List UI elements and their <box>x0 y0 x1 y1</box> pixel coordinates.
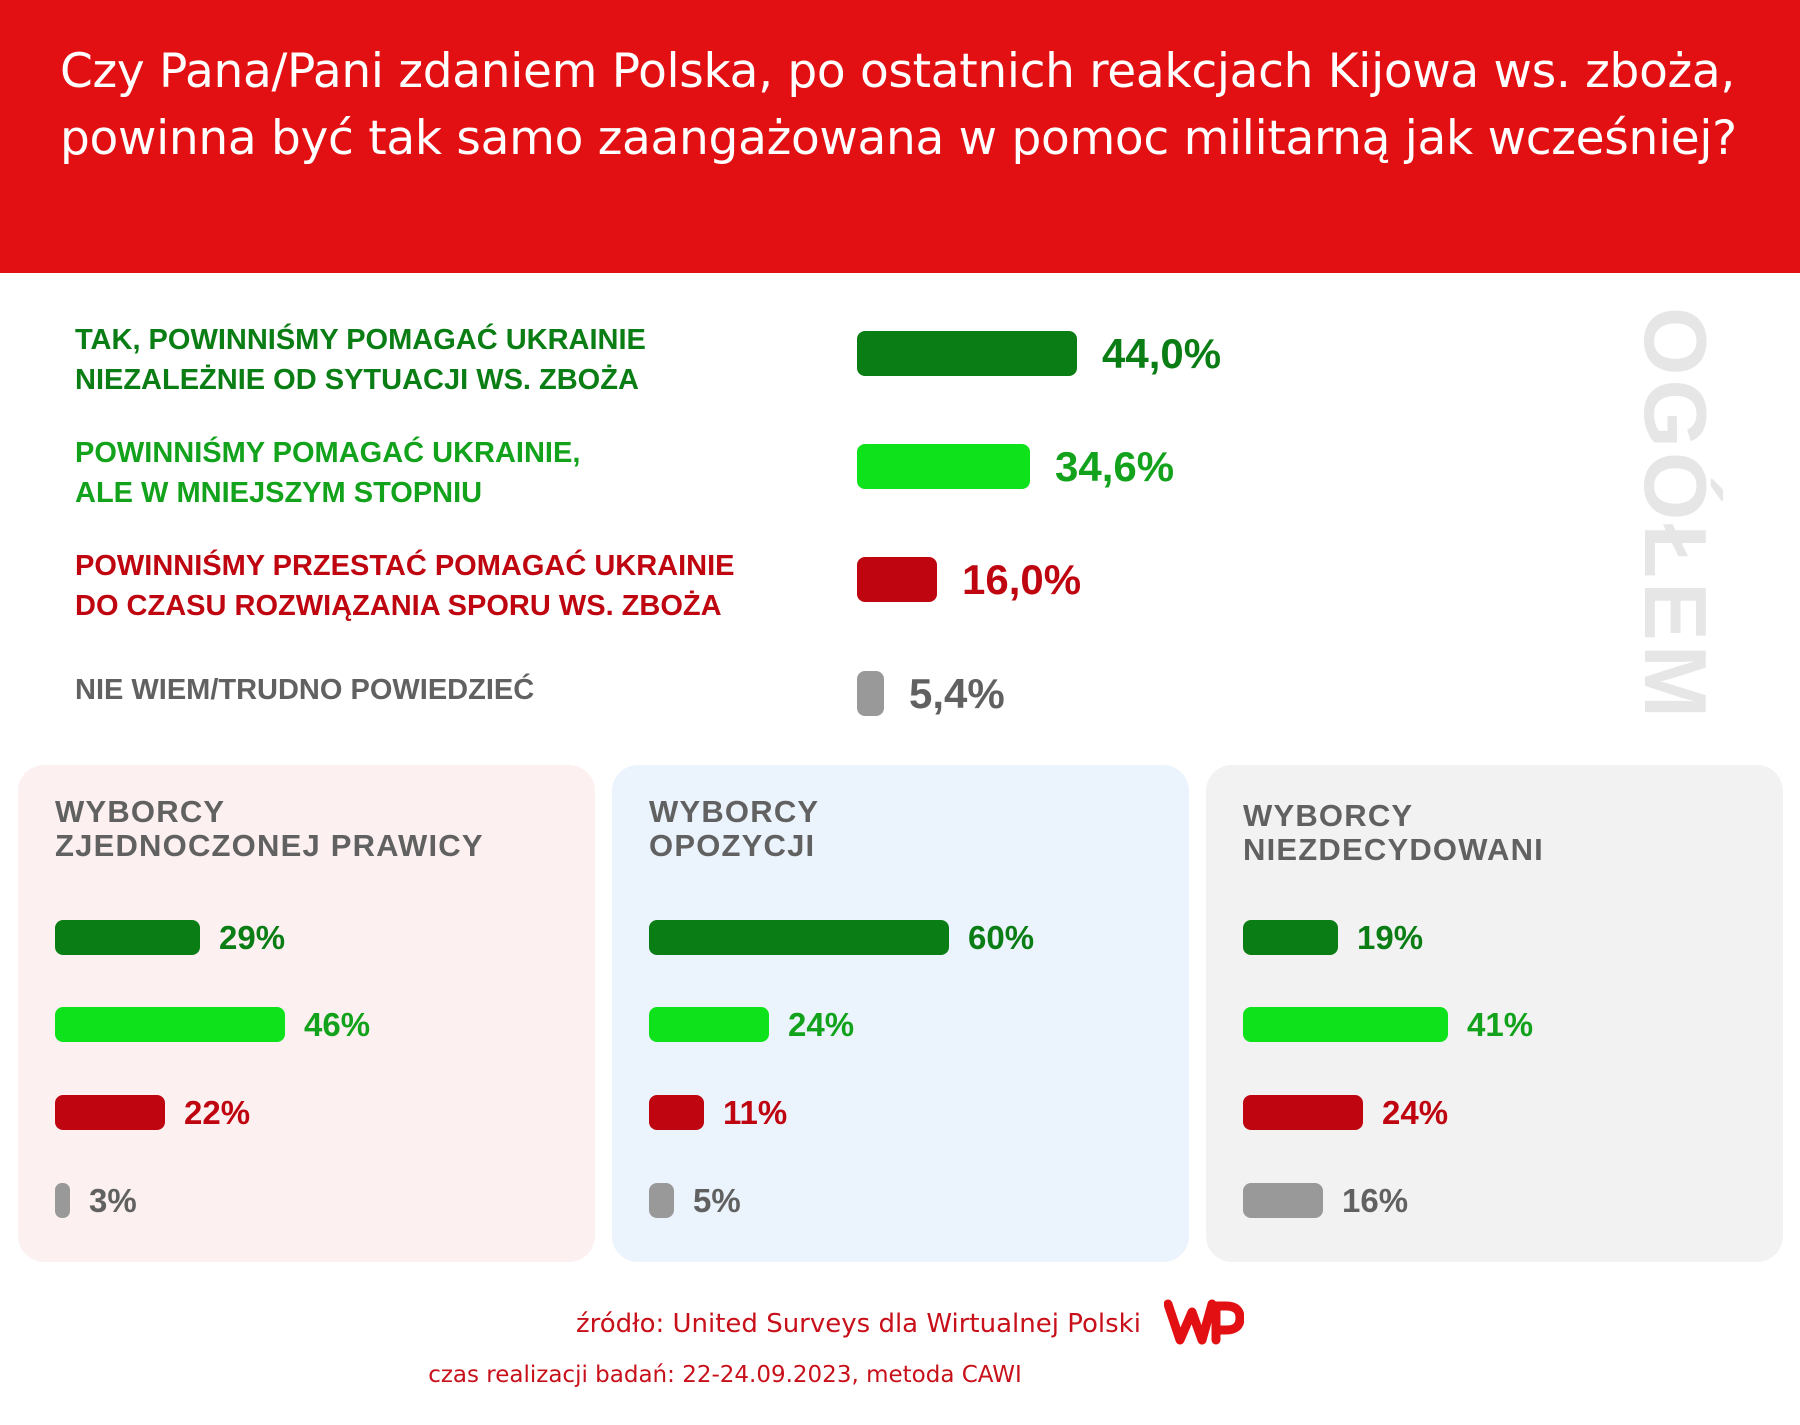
main-label-yes-line1: TAK, POWINNIŚMY POMAGAĆ UKRAINIE <box>75 324 646 356</box>
page-title: Czy Pana/Pani zdaniem Polska, po ostatni… <box>60 44 1737 166</box>
panel-value: 3% <box>89 1182 137 1219</box>
date-text: czas realizacji badań: 22-24.09.2023, me… <box>428 1362 1022 1388</box>
panel-bar <box>55 1095 165 1130</box>
main-value-stop: 16,0% <box>962 556 1082 603</box>
main-label-stop-line1: POWINNIŚMY PRZESTAĆ POMAGAĆ UKRAINIE <box>75 550 735 582</box>
main-row-less: POWINNIŚMY POMAGAĆ UKRAINIE, ALE W MNIEJ… <box>0 433 1800 533</box>
main-label-dontknow-line1: NIE WIEM/TRUDNO POWIEDZIEĆ <box>75 674 535 706</box>
panel-title: WYBORCY NIEZDECYDOWANI <box>1243 799 1763 867</box>
source-text: źródło: United Surveys dla Wirtualnej Po… <box>576 1309 1141 1339</box>
panel-value: 22% <box>184 1094 251 1131</box>
panel-value: 11% <box>723 1094 788 1131</box>
main-label-less: POWINNIŚMY POMAGAĆ UKRAINIE, ALE W MNIEJ… <box>75 433 815 513</box>
panel-bar <box>55 1183 70 1218</box>
panel-title: WYBORCY ZJEDNOCZONEJ PRAWICY <box>55 795 575 863</box>
panel-value: 24% <box>1382 1094 1449 1131</box>
panel-value: 46% <box>304 1006 371 1043</box>
panel-value: 19% <box>1357 919 1424 956</box>
main-value-dontknow: 5,4% <box>909 670 1005 717</box>
panel-bar <box>1243 920 1338 955</box>
main-label-less-line2: ALE W MNIEJSZYM STOPNIU <box>75 477 483 509</box>
panel-title-line1: WYBORCY <box>649 794 820 829</box>
panel-zjednoczona-prawica: WYBORCY ZJEDNOCZONEJ PRAWICY 29% 46% 22%… <box>18 765 595 1262</box>
panel-value: 16% <box>1342 1182 1409 1219</box>
panel-bar <box>1243 1183 1323 1218</box>
main-row-yes: TAK, POWINNIŚMY POMAGAĆ UKRAINIE NIEZALE… <box>0 320 1800 420</box>
panel-title-line2: OPOZYCJI <box>649 828 816 863</box>
panel-bar <box>649 1007 769 1042</box>
wp-logo <box>1164 1299 1244 1345</box>
main-label-yes: TAK, POWINNIŚMY POMAGAĆ UKRAINIE NIEZALE… <box>75 320 815 400</box>
panel-title-line1: WYBORCY <box>55 794 226 829</box>
panel-value: 41% <box>1467 1006 1534 1043</box>
main-label-stop: POWINNIŚMY PRZESTAĆ POMAGAĆ UKRAINIE DO … <box>75 546 815 626</box>
panel-value: 29% <box>219 919 286 956</box>
main-bar-stop <box>857 557 937 602</box>
panel-value: 60% <box>968 919 1035 956</box>
panel-bar <box>55 1007 285 1042</box>
main-row-dontknow: NIE WIEM/TRUDNO POWIEDZIEĆ 5,4% <box>0 660 1800 760</box>
panel-bar <box>1243 1095 1363 1130</box>
panel-bar <box>55 920 200 955</box>
main-label-less-line1: POWINNIŚMY POMAGAĆ UKRAINIE, <box>75 437 581 469</box>
main-row-stop: POWINNIŚMY PRZESTAĆ POMAGAĆ UKRAINIE DO … <box>0 546 1800 646</box>
main-value-yes: 44,0% <box>1102 330 1222 377</box>
panel-title: WYBORCY OPOZYCJI <box>649 795 1169 863</box>
main-label-dontknow: NIE WIEM/TRUDNO POWIEDZIEĆ <box>75 670 815 710</box>
panel-opozycja: WYBORCY OPOZYCJI 60% 24% 11% 5% <box>612 765 1189 1262</box>
panel-bar <box>649 1095 704 1130</box>
panel-bar <box>1243 1007 1448 1042</box>
main-value-less: 34,6% <box>1055 443 1175 490</box>
panel-niezdecydowani: WYBORCY NIEZDECYDOWANI 19% 41% 24% 16% <box>1206 765 1783 1262</box>
panel-value: 24% <box>788 1006 855 1043</box>
panel-title-line2: ZJEDNOCZONEJ PRAWICY <box>55 828 484 863</box>
panel-title-line1: WYBORCY <box>1243 798 1414 833</box>
main-bar-dontknow <box>857 671 884 716</box>
main-label-stop-line2: DO CZASU ROZWIĄZANIA SPORU WS. ZBOŻA <box>75 590 722 622</box>
panel-value: 5% <box>693 1182 741 1219</box>
header: Czy Pana/Pani zdaniem Polska, po ostatni… <box>0 0 1800 273</box>
main-bar-less <box>857 444 1030 489</box>
overall-label: OGÓŁEM <box>1626 307 1725 723</box>
main-label-yes-line2: NIEZALEŻNIE OD SYTUACJI WS. ZBOŻA <box>75 364 639 396</box>
panel-title-line2: NIEZDECYDOWANI <box>1243 832 1544 867</box>
main-bar-yes <box>857 331 1077 376</box>
panel-bar <box>649 1183 674 1218</box>
panel-bar <box>649 920 949 955</box>
